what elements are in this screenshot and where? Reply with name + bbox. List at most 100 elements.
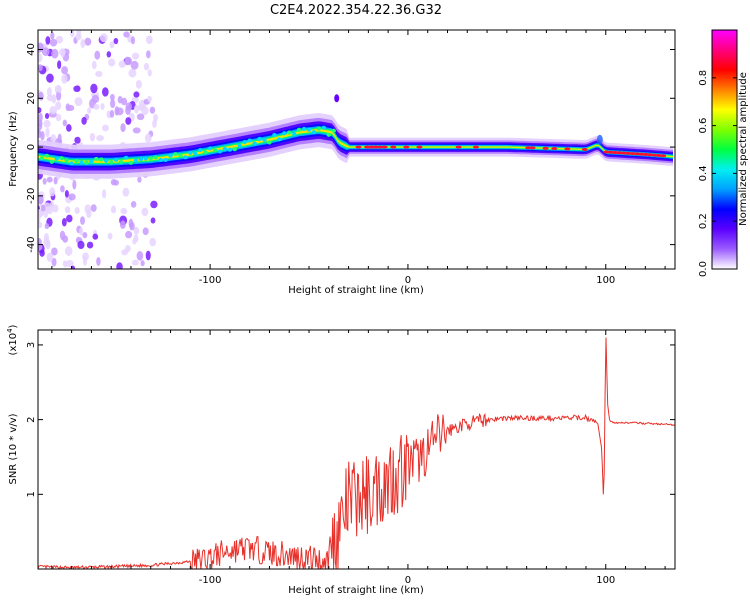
noise-blob (46, 73, 54, 83)
noise-blob (43, 208, 49, 219)
noise-blob (74, 97, 83, 107)
ridge-speckle (296, 127, 302, 132)
noise-blob (152, 119, 157, 128)
ridge-hot-spot (551, 147, 558, 151)
ridge-speckle (272, 133, 277, 138)
noise-blob (74, 136, 81, 144)
spectrogram-y-tick-label: 20 (26, 92, 37, 105)
noise-blob (122, 187, 130, 197)
ridge-speckle (202, 150, 208, 155)
snr-panel: -100 0 100 1 2 3 Height of straight line (km… (6, 324, 676, 596)
ridge-speckle (222, 146, 228, 151)
snr-y-label: SNR (10 * v/v) (8, 413, 19, 484)
noise-blob (101, 87, 109, 97)
noise-blob (43, 237, 50, 247)
ridge-speckle (306, 127, 312, 132)
noise-blob (38, 106, 42, 114)
noise-blob (43, 119, 51, 128)
noise-blob (149, 237, 157, 247)
ridge-speckle (242, 140, 247, 145)
noise-blob (59, 230, 66, 241)
ridge-hot-spot (368, 145, 375, 149)
noise-blob (45, 36, 51, 45)
noise-blob (95, 70, 103, 78)
noise-blob (40, 204, 46, 212)
noise-blob (76, 30, 82, 38)
snr-x-tick-label: 0 (405, 575, 411, 586)
noise-blob (50, 32, 55, 40)
noise-blob (101, 189, 107, 199)
noise-blob (108, 58, 116, 67)
noise-blob (143, 62, 150, 71)
noise-blob (130, 36, 136, 45)
ridge-speckle (267, 140, 272, 145)
noise-blob (141, 207, 149, 217)
ridge-speckle (158, 157, 163, 162)
noise-blob (135, 80, 142, 89)
ridge-speckle (153, 155, 158, 160)
noise-blob (129, 221, 135, 231)
ridge-hot-spot (381, 145, 388, 149)
ridge-hot-spot (616, 151, 623, 155)
noise-blob (44, 223, 50, 230)
ridge-hot-spot (629, 152, 636, 156)
noise-blob (116, 262, 123, 269)
spectrogram-x-tick-label: 100 (596, 275, 615, 286)
noise-blob (49, 38, 58, 47)
noise-blob (81, 116, 87, 125)
ridge-speckle (232, 147, 238, 152)
spectrogram-panel: -100 0 100 -40 -20 0 20 40 Height of straight … (8, 29, 676, 296)
ridge-speckle (59, 156, 64, 161)
ridge-hot-spot (542, 146, 549, 150)
snr-x-tick-label: 100 (596, 575, 615, 586)
noise-blob (65, 259, 74, 268)
noise-blob (107, 232, 113, 240)
colorbar-label: Normalized spectral amplitude (738, 72, 749, 226)
snr-x-label: Height of straight line (km) (288, 585, 424, 596)
spectrogram-y-tick-label: 0 (26, 144, 37, 150)
noise-blob (132, 127, 141, 134)
colorbar-tick-label: 0.2 (698, 213, 709, 229)
ridge-speckle (94, 156, 99, 161)
noise-blob (80, 216, 85, 225)
noise-blob (64, 206, 71, 214)
noise-blob (72, 179, 77, 190)
ridge-hot-spot (455, 145, 462, 149)
noise-blob (91, 60, 97, 70)
noise-blob (144, 133, 152, 143)
noise-blob (61, 74, 68, 84)
ridge-speckle (74, 159, 79, 164)
ridge-hot-spot (625, 151, 632, 155)
noise-blob (125, 117, 132, 125)
noise-blob (86, 241, 94, 249)
noise-blob (56, 90, 62, 101)
noise-blob (150, 217, 156, 224)
colorbar: 0.0 0.2 0.4 0.6 0.8 Normalized spectral ampl… (698, 29, 749, 277)
ridge-speckle (143, 156, 149, 161)
snr-series-line (38, 337, 675, 569)
noise-blob (125, 105, 131, 115)
ridge-hot-spot (416, 145, 423, 149)
ridge-hot-spot (377, 145, 384, 149)
ridge-hot-spot (634, 152, 641, 156)
ridge-speckle (207, 146, 213, 151)
noise-blob (73, 85, 81, 93)
spectrogram-y-ticks: -40 -20 0 20 40 (26, 43, 675, 253)
noise-blob (120, 97, 128, 106)
noise-blob (51, 48, 59, 59)
noise-blob (137, 176, 142, 183)
ridge-speckle (331, 128, 336, 133)
noise-blob (109, 110, 115, 118)
noise-blob (57, 133, 62, 143)
ridge-hot-spot (372, 145, 379, 149)
noise-blob (66, 124, 72, 132)
noise-blob (62, 119, 68, 127)
snr-y-tick-label: 3 (26, 342, 37, 348)
noise-blob (100, 103, 105, 111)
noise-blob (96, 134, 104, 142)
noise-blob (39, 249, 45, 257)
noise-blob (90, 83, 98, 94)
noise-blob (125, 230, 133, 239)
ridge-speckle (104, 158, 109, 163)
ridge-speckle (178, 153, 183, 158)
